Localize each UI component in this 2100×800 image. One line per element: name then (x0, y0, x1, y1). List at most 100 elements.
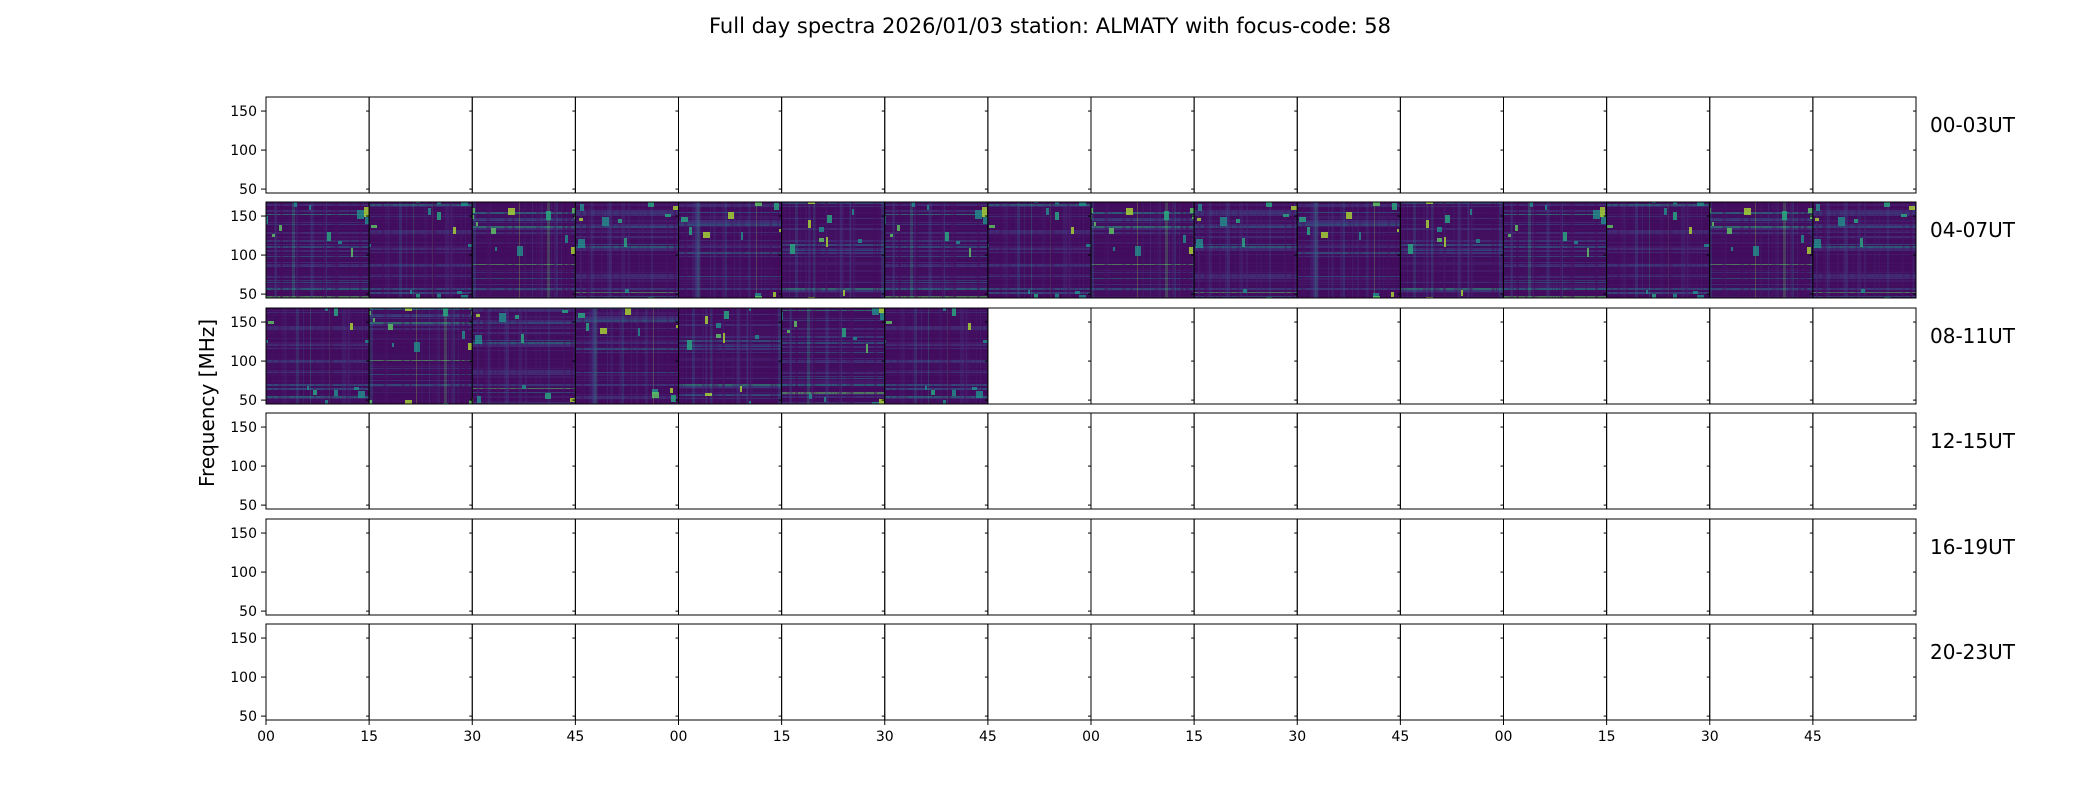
panel-frame (368, 96, 473, 194)
spectrum-panel (1606, 202, 1710, 298)
spectrum-panel (472, 202, 576, 298)
panel-frame (1503, 412, 1608, 510)
x-tick-label: 30 (1701, 729, 1719, 745)
panel-frame (1296, 96, 1401, 194)
panel-frame (1812, 201, 1917, 299)
panel-frame (368, 412, 473, 510)
panel-frame (471, 412, 576, 510)
y-tick-label: 150 (230, 209, 257, 225)
x-tick-label: 00 (1082, 729, 1100, 745)
panel-frame (368, 518, 473, 616)
panel-frame (781, 623, 886, 721)
spectrum-panel (987, 202, 1091, 298)
row-04-07UT: 50 100 150 04-07UT (230, 201, 2016, 303)
panel-frame (1193, 623, 1298, 721)
panel-frame (1503, 518, 1608, 616)
spectrum-panel (884, 202, 988, 298)
spectrum-panel (1297, 202, 1401, 298)
panel-frame (884, 96, 989, 194)
panel-frame (1296, 412, 1401, 510)
panel-frame (1503, 96, 1608, 194)
panel-frame (678, 518, 783, 616)
spectrum-panel (1194, 202, 1298, 298)
spectrum-panel (781, 308, 885, 404)
x-tick-label: 45 (979, 729, 997, 745)
row-00-03UT: 50 100 150 00-03UT (230, 96, 2016, 198)
panel-frame (884, 412, 989, 510)
panel-frame (1296, 518, 1401, 616)
panel-frame (987, 307, 1092, 405)
row-label: 00-03UT (1930, 113, 2016, 137)
x-tick-label: 00 (1495, 729, 1513, 745)
panel-frame (678, 623, 783, 721)
spectrum-panel (678, 202, 782, 298)
panel-frame (1399, 412, 1504, 510)
spectrum-panel (678, 308, 782, 404)
panel-frame (1399, 307, 1504, 405)
panel-frame (781, 96, 886, 194)
y-tick-label: 100 (230, 248, 257, 264)
panel-grid: 50 100 150 00-03UT 50 100 150 04-07UT 50 100 150 08… (230, 96, 2016, 725)
y-tick-label: 150 (230, 315, 257, 331)
panel-frame (1709, 518, 1814, 616)
y-tick-label: 150 (230, 526, 257, 542)
panel-frame (1812, 96, 1917, 194)
panel-frame (884, 623, 989, 721)
spectrum-panel (369, 308, 473, 404)
spectrum-panel (575, 308, 679, 404)
row-08-11UT: 50 100 150 08-11UT (230, 307, 2016, 409)
x-tick-label: 45 (1391, 729, 1409, 745)
row-16-19UT: 50 100 150 16-19UT (230, 518, 2016, 620)
panel-frame (1709, 412, 1814, 510)
panel-frame (1193, 518, 1298, 616)
panel-frame (1296, 623, 1401, 721)
panel-frame (574, 623, 679, 721)
panel-frame (1606, 96, 1711, 194)
x-tick-label: 30 (876, 729, 894, 745)
panel-frame (1812, 518, 1917, 616)
panel-frame (471, 518, 576, 616)
y-tick-label: 50 (239, 182, 257, 198)
y-tick-label: 100 (230, 354, 257, 370)
x-axis: 00 15 30 45 00 15 30 45 00 15 30 45 00 15 30 45 (257, 720, 1822, 745)
x-tick-label: 15 (360, 729, 378, 745)
panel-frame (1709, 623, 1814, 721)
y-tick-label: 50 (239, 604, 257, 620)
panel-frame (1606, 412, 1711, 510)
panel-frame (1399, 623, 1504, 721)
panel-frame (987, 518, 1092, 616)
panel-frame (265, 412, 370, 510)
spectrum-panel (884, 308, 988, 404)
panel-frame (1503, 307, 1608, 405)
panel-frame (1090, 412, 1195, 510)
panel-frame (574, 96, 679, 194)
panel-frame (1709, 307, 1814, 405)
row-label: 16-19UT (1930, 535, 2016, 559)
panel-frame (987, 96, 1092, 194)
spectrum-panel (266, 202, 370, 298)
row-12-15UT: 50 100 150 12-15UT (230, 412, 2016, 514)
x-tick-label: 30 (463, 729, 481, 745)
spectrum-panel (1400, 202, 1504, 298)
y-tick-label: 50 (239, 287, 257, 303)
row-label: 08-11UT (1930, 324, 2016, 348)
spectrum-panel (472, 308, 576, 404)
x-tick-label: 45 (1804, 729, 1822, 745)
x-tick-label: 00 (670, 729, 688, 745)
panel-frame (678, 96, 783, 194)
x-tick-label: 30 (1288, 729, 1306, 745)
row-label: 04-07UT (1930, 218, 2016, 242)
panel-frame (471, 96, 576, 194)
spectrum-panel (369, 202, 473, 298)
panel-frame (987, 623, 1092, 721)
panel-frame (1090, 623, 1195, 721)
spectrum-panel (575, 202, 679, 298)
panel-frame (265, 623, 370, 721)
panel-frame (1399, 518, 1504, 616)
y-tick-label: 50 (239, 709, 257, 725)
row-label: 12-15UT (1930, 429, 2016, 453)
spectrum-panel (1503, 202, 1607, 298)
x-tick-label: 15 (773, 729, 791, 745)
panel-frame (1090, 96, 1195, 194)
